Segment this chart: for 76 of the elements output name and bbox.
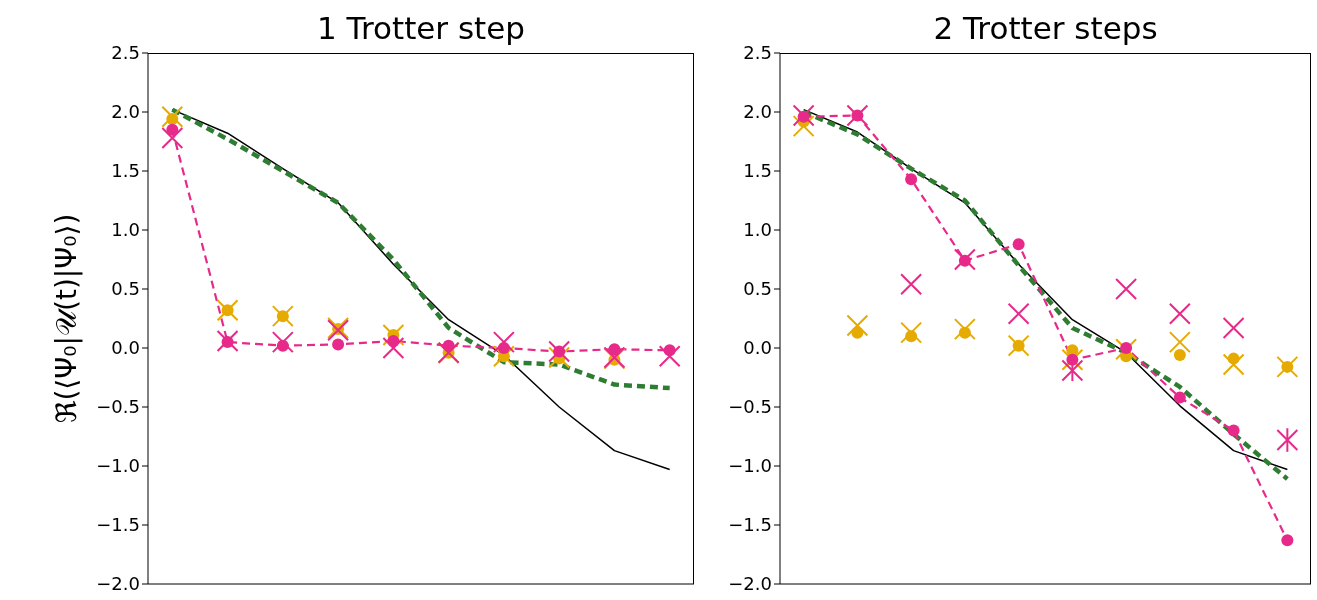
- point: [161, 126, 184, 149]
- point: [1115, 338, 1138, 361]
- point: [271, 331, 294, 354]
- y-tick-label: 0.5: [111, 278, 140, 300]
- point: [658, 345, 681, 368]
- point: [1066, 353, 1079, 366]
- point: [1222, 316, 1245, 339]
- point: [958, 254, 971, 267]
- point: [958, 326, 971, 339]
- y-tick-label: 0.0: [111, 337, 140, 359]
- line-series: [170, 107, 672, 391]
- y-tick-label: −2.0: [96, 573, 140, 595]
- point: [900, 321, 923, 344]
- point: [1227, 352, 1240, 365]
- point: [1227, 424, 1240, 437]
- point: [216, 329, 239, 352]
- point: [792, 115, 815, 138]
- y-tick-label: 1.5: [111, 160, 140, 182]
- point: [1012, 238, 1025, 251]
- point: [792, 104, 815, 127]
- point: [1115, 278, 1138, 300]
- point: [1276, 429, 1299, 452]
- y-axis-title: ℜ(⟨Ψ₀|𝒰(t)|Ψ₀⟩): [49, 213, 83, 424]
- chart-title: 2 Trotter steps: [932, 10, 1159, 46]
- point: [1281, 360, 1294, 373]
- point: [387, 334, 400, 347]
- point: [492, 331, 515, 354]
- point: [663, 344, 676, 357]
- y-tick-label: −1.0: [96, 455, 140, 477]
- y-tick-label: −0.5: [96, 396, 140, 418]
- point: [442, 339, 455, 352]
- point: [497, 342, 510, 354]
- y-tick-label: −1.5: [728, 514, 772, 536]
- y-tick-label: −0.5: [728, 396, 772, 418]
- point: [1173, 349, 1186, 362]
- y-tick-label: 0.5: [743, 278, 772, 300]
- point: [1061, 348, 1084, 371]
- point: [166, 123, 179, 136]
- y-tick-label: 0.0: [743, 337, 772, 359]
- chart-title: 1 Trotter step: [316, 10, 526, 46]
- y-tick-label: −2.0: [728, 573, 772, 595]
- point: [1281, 534, 1294, 547]
- point: [1007, 302, 1030, 325]
- point: [382, 337, 405, 359]
- point: [905, 330, 918, 343]
- point: [953, 318, 976, 341]
- y-tick-label: 1.0: [111, 219, 140, 241]
- point: [221, 304, 234, 317]
- point: [1276, 355, 1299, 378]
- y-tick-label: −1.0: [728, 455, 772, 477]
- point: [1168, 331, 1191, 354]
- point: [1061, 359, 1084, 382]
- point: [608, 343, 621, 356]
- point: [492, 345, 515, 368]
- y-tick-label: 2.0: [111, 101, 140, 123]
- point: [166, 113, 179, 126]
- point: [900, 273, 923, 296]
- y-tick-label: 2.0: [743, 101, 772, 123]
- point: [221, 336, 234, 349]
- point: [1168, 302, 1191, 325]
- point: [1222, 353, 1245, 376]
- y-tick-label: 1.0: [743, 219, 772, 241]
- y-tick-label: 2.5: [111, 42, 140, 64]
- point: [1173, 391, 1186, 404]
- point: [851, 326, 864, 339]
- point: [1120, 342, 1133, 354]
- point: [905, 173, 918, 186]
- y-tick-label: 1.5: [743, 160, 772, 182]
- point: [216, 299, 239, 322]
- point: [846, 314, 869, 337]
- y-tick-label: 2.5: [743, 42, 772, 64]
- point: [276, 339, 289, 352]
- point: [161, 105, 184, 128]
- point: [332, 338, 345, 351]
- y-tick-label: −1.5: [96, 514, 140, 536]
- point: [797, 110, 810, 123]
